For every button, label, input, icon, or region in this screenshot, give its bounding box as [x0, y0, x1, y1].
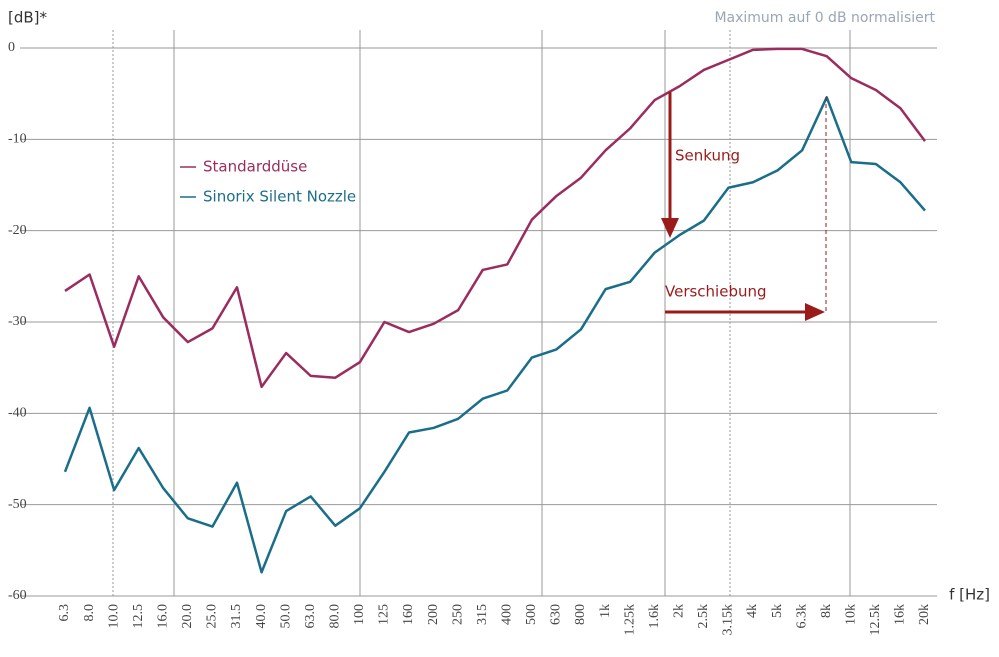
series-line — [64, 47, 927, 389]
y-axis-label: [dB]* — [8, 9, 48, 27]
x-tick-label: 80.0 — [328, 604, 343, 629]
x-tick-label: 25.0 — [205, 604, 220, 629]
arrowhead — [805, 303, 825, 321]
series-line — [63, 96, 926, 574]
x-tick-label: 16.0 — [156, 604, 171, 629]
note: Maximum auf 0 dB normalisiert — [714, 10, 935, 26]
x-tick-label: 31.5 — [229, 604, 244, 629]
x-tick-label: 2k — [672, 604, 687, 618]
annotation: Senkung — [675, 147, 740, 165]
y-tick-label: -10 — [8, 132, 27, 147]
legend-label: Sinorix Silent Nozzle — [203, 188, 356, 206]
x-tick-label: 400 — [500, 604, 515, 625]
x-tick-label: 6.3 — [57, 604, 72, 622]
arrowhead — [661, 218, 679, 238]
x-tick-label: 160 — [401, 604, 416, 625]
x-tick-label: 5k — [770, 604, 785, 618]
x-tick-label: 16k — [893, 604, 908, 625]
x-tick-label: 10.0 — [106, 604, 121, 629]
y-tick-label: -20 — [8, 223, 27, 238]
grid — [20, 30, 937, 597]
x-tick-label: 800 — [573, 604, 588, 625]
x-tick-label: 100 — [352, 604, 367, 625]
y-tick-label: -40 — [8, 406, 27, 421]
x-tick-label: 630 — [549, 604, 564, 625]
x-tick-label: 315 — [475, 604, 490, 625]
x-tick-label: 12.5k — [868, 604, 883, 636]
x-tick-label: 8k — [819, 604, 834, 618]
x-tick-label: 4k — [745, 604, 760, 618]
x-tick-label: 6.3k — [794, 604, 809, 629]
lines — [63, 47, 927, 574]
y-tick-label: 0 — [8, 40, 15, 55]
x-tick-label: 1k — [598, 604, 613, 618]
x-tick-label: 125 — [377, 604, 392, 625]
y-tick-label: -30 — [8, 314, 27, 329]
x-tick-label: 200 — [426, 604, 441, 625]
x-tick-label: 500 — [524, 604, 539, 625]
x-tick-label: 1.25k — [622, 604, 637, 636]
x-tick-label: 50.0 — [278, 604, 293, 629]
y-tick-label: -50 — [8, 497, 27, 512]
x-tick-label: 2.5k — [696, 604, 711, 629]
annotation: Verschiebung — [665, 283, 767, 301]
x-tick-label: 3.15k — [721, 604, 736, 636]
legend-label: Standarddüse — [203, 158, 307, 176]
x-tick-label: 63.0 — [303, 604, 318, 629]
x-tick-label: 20k — [917, 604, 932, 625]
y-tick-label: -60 — [8, 588, 27, 603]
x-tick-label: 40.0 — [254, 604, 269, 629]
x-tick-label: 1.6k — [647, 604, 662, 629]
x-tick-label: 250 — [450, 604, 465, 625]
x-tick-label: 20.0 — [180, 604, 195, 629]
x-tick-label: 12.5 — [131, 604, 146, 629]
arrows — [661, 92, 827, 321]
x-tick-label: 8.0 — [82, 604, 97, 622]
x-axis-label: f [Hz] — [949, 586, 990, 604]
x-tick-label: 10k — [844, 604, 859, 625]
